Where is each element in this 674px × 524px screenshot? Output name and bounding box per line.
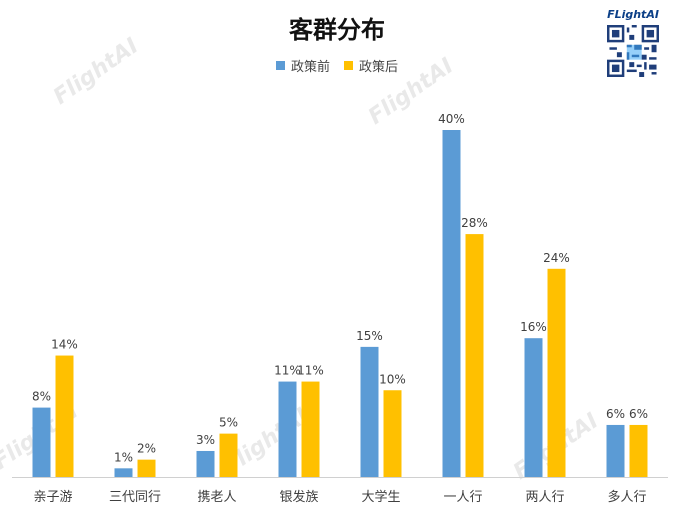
data-label-after: 6%	[629, 407, 648, 421]
data-label-after: 2%	[137, 442, 156, 456]
bar-after	[465, 234, 484, 477]
chart-title: 客群分布	[289, 16, 385, 44]
x-tick-labels: 亲子游 三代同行 携老人 银发族 大学生 一人行 两人行 多人行	[33, 489, 646, 505]
data-label-after: 11%	[297, 364, 324, 378]
legend-item-after: 政策后	[344, 56, 398, 75]
data-label-before: 16%	[520, 320, 547, 334]
data-label-after: 10%	[379, 372, 406, 386]
bar-after	[301, 381, 320, 477]
bar-before	[32, 407, 51, 477]
bar-before	[606, 424, 625, 477]
legend-item-before: 政策前	[275, 56, 330, 75]
bar-before	[196, 450, 215, 477]
bar-before	[442, 130, 461, 477]
legend-swatch-after	[344, 61, 353, 70]
watermark-group: FlightAIFlightAIFlightAIFlightAIFlightAI…	[0, 34, 603, 485]
data-label-after: 14%	[51, 338, 78, 352]
legend-label-after: 政策后	[359, 60, 399, 75]
data-label-before: 40%	[438, 112, 465, 126]
qr-code-icon	[607, 25, 659, 77]
bar-after	[629, 424, 648, 477]
x-tick-label: 银发族	[279, 489, 318, 505]
data-label-after: 28%	[461, 216, 488, 230]
legend-label-before: 政策前	[290, 60, 330, 75]
bar-group: 8% 14% 1% 2% 3% 5% 11%11% 15% 10% 40% 28% 16% 24% 6% 6…	[32, 112, 648, 477]
bar-after	[219, 433, 238, 477]
bar-after	[383, 390, 402, 477]
bar-after	[55, 355, 74, 477]
x-tick-label: 大学生	[361, 489, 400, 505]
bar-before	[360, 346, 379, 477]
x-tick-label: 两人行	[525, 490, 564, 505]
brand-logo: FLightAI	[600, 8, 666, 77]
data-label-after: 24%	[543, 251, 570, 265]
data-label-before: 8%	[32, 390, 51, 404]
bar-after	[137, 459, 156, 477]
data-label-before: 11%	[274, 364, 301, 378]
bar-before	[524, 338, 543, 477]
brand-name: FLightAI	[607, 8, 659, 21]
x-tick-label: 一人行	[443, 490, 482, 505]
data-label-before: 3%	[196, 433, 215, 447]
legend-swatch-before	[275, 61, 285, 70]
x-tick-label: 亲子游	[33, 490, 72, 505]
bar-before	[278, 381, 297, 477]
legend: 政策前 政策后	[0, 56, 674, 75]
bar-before	[114, 468, 133, 477]
x-tick-label: 多人行	[607, 489, 646, 505]
data-label-before: 6%	[606, 407, 625, 421]
x-tick-label: 三代同行	[109, 490, 161, 505]
x-tick-label: 携老人	[197, 489, 236, 505]
data-label-before: 1%	[114, 450, 133, 464]
data-label-after: 5%	[219, 416, 238, 430]
data-label-before: 15%	[356, 329, 383, 343]
bar-after	[547, 268, 566, 477]
